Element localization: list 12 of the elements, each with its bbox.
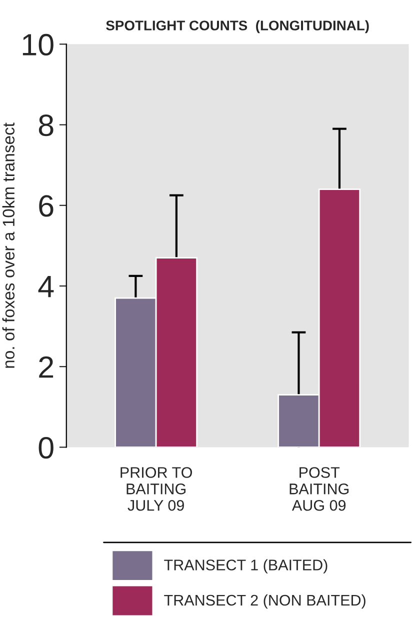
x-tick-label: POST BAITING AUG 09	[290, 467, 349, 511]
y-tick-label: 4	[38, 276, 54, 298]
legend-label: TRANSECT 1 (BAITED)	[164, 559, 328, 574]
legend-label: TRANSECT 2 (NON BAITED)	[164, 594, 366, 609]
y-tick-label: 6	[39, 195, 54, 217]
y-axis-title: no. of foxes over a 10km transect	[2, 122, 15, 368]
y-tick-label: 8	[38, 114, 54, 136]
x-tick-label: PRIOR TO BAITING JULY 09	[120, 467, 192, 511]
y-tick-label: 0	[38, 436, 54, 459]
chart-title: SPOTLIGHT COUNTS (LONGITUDINAL)	[106, 20, 369, 34]
y-tick-label: 2	[39, 356, 54, 378]
y-tick-label: 10	[22, 34, 54, 56]
